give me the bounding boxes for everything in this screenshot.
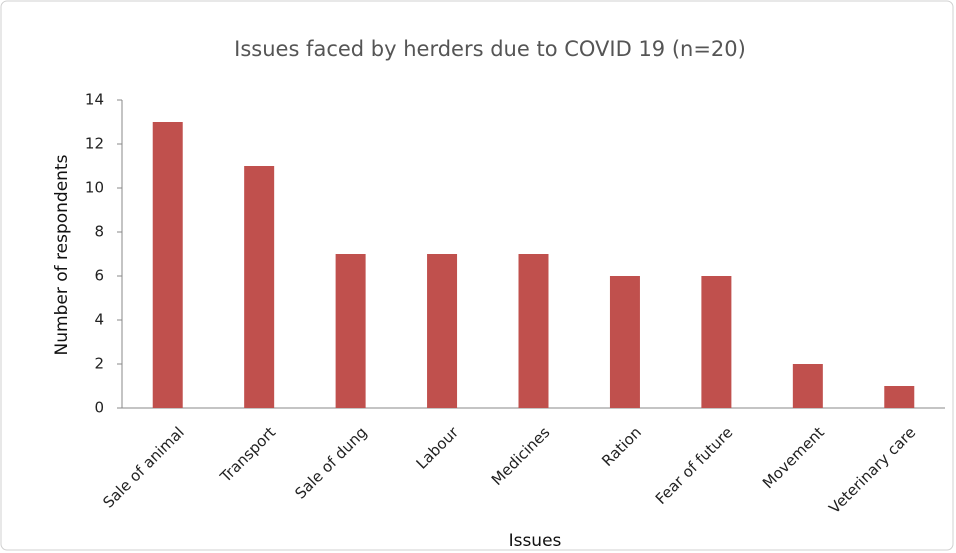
y-tick-label: 6 <box>94 267 104 285</box>
y-tick-label: 2 <box>94 355 104 373</box>
y-tick-label: 0 <box>94 399 104 417</box>
x-axis-title: Issues <box>509 531 562 551</box>
bar <box>335 254 366 408</box>
y-tick-label: 12 <box>85 135 104 153</box>
bar <box>244 166 275 408</box>
bar <box>609 276 640 408</box>
bar <box>518 254 549 408</box>
bar <box>884 386 915 408</box>
y-tick-label: 8 <box>94 223 104 241</box>
y-tick-label: 14 <box>85 91 104 109</box>
chart-title: Issues faced by herders due to COVID 19 … <box>234 37 746 61</box>
y-tick-label: 4 <box>94 311 104 329</box>
bar <box>427 254 458 408</box>
y-axis-title: Number of respondents <box>52 154 72 355</box>
y-tick-label: 10 <box>85 179 104 197</box>
bar <box>701 276 732 408</box>
bar <box>152 122 183 408</box>
bar <box>792 364 823 408</box>
